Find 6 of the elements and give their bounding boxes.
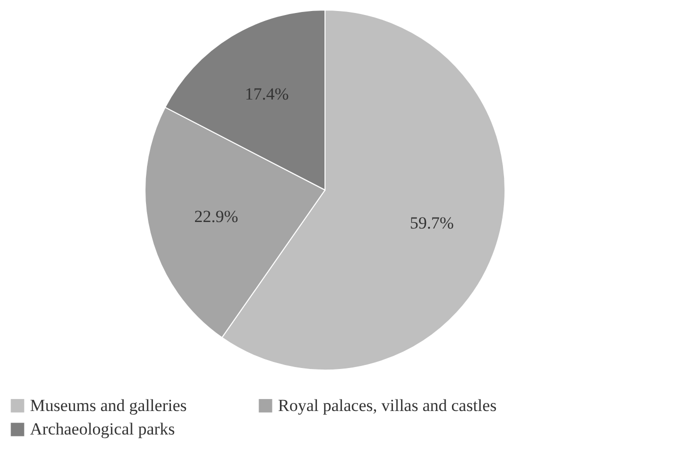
legend-label: Royal palaces, villas and castles (278, 396, 497, 415)
legend-label: Archaeological parks (30, 420, 175, 438)
data-label: 17.4% (244, 84, 289, 104)
data-label: 59.7% (410, 214, 454, 233)
data-label: 22.9% (194, 206, 238, 226)
legend-label: Museums and galleries (30, 396, 187, 415)
